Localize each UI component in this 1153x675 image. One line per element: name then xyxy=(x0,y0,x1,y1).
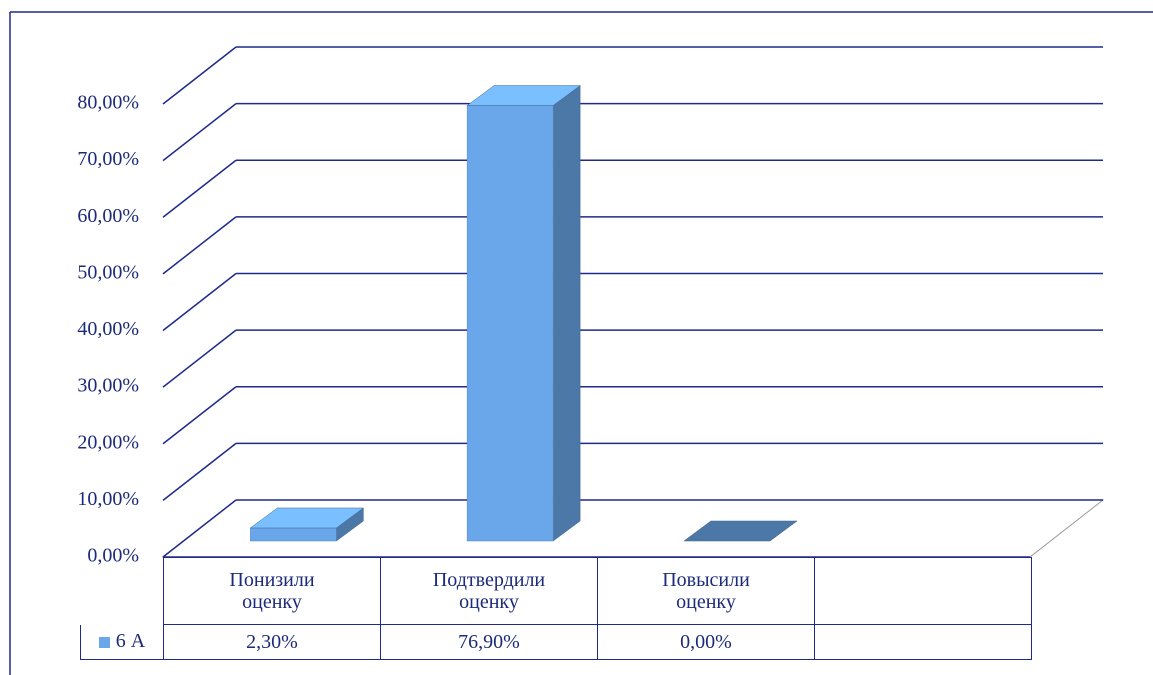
legend-swatch xyxy=(98,637,110,649)
bar-top xyxy=(466,85,581,106)
grid-line xyxy=(162,46,237,105)
grid-line xyxy=(162,442,237,501)
legend-label: 6 А xyxy=(115,630,146,653)
y-tick-label: 20,00% xyxy=(77,431,139,453)
category-label: Понизили оценку xyxy=(229,569,315,613)
grid-line xyxy=(162,216,237,275)
value-cell: 2,30% xyxy=(163,624,381,660)
blank-cell xyxy=(80,557,164,625)
y-tick-label: 30,00% xyxy=(77,375,139,397)
value-cell: 0,00% xyxy=(597,624,815,660)
category-row: Понизили оценку Подтвердили оценку Повысил… xyxy=(80,557,1032,625)
bar-side xyxy=(552,85,581,542)
bar-top xyxy=(249,507,365,529)
bar xyxy=(466,105,554,542)
grid-line xyxy=(162,386,237,445)
grid-line xyxy=(162,499,237,558)
bar xyxy=(250,527,337,542)
series-row: 6 А 2,30% 76,90% 0,00% xyxy=(80,624,1032,660)
category-label: Повысили оценку xyxy=(662,569,750,613)
category-label: Подтвердили оценку xyxy=(432,569,546,613)
grid-line xyxy=(162,103,237,162)
y-tick-label: 70,00% xyxy=(77,148,139,170)
y-tick-label: 60,00% xyxy=(77,205,139,227)
y-tick-label: 80,00% xyxy=(77,92,139,114)
legend-cell: 6 А xyxy=(80,624,164,660)
bar-top xyxy=(683,520,798,542)
value-cell: 76,90% xyxy=(380,624,598,660)
grid-line xyxy=(162,272,237,332)
grid-line xyxy=(162,159,237,218)
grid-line xyxy=(162,329,237,388)
y-tick-label: 40,00% xyxy=(77,318,139,340)
category-cell xyxy=(814,557,1032,625)
y-tick-label: 50,00% xyxy=(77,261,139,283)
category-cell: Повысили оценку xyxy=(597,557,815,625)
data-table: Понизили оценку Подтвердили оценку Повысил… xyxy=(80,557,1032,660)
value-cell xyxy=(814,624,1032,660)
category-cell: Подтвердили оценку xyxy=(380,557,598,625)
category-cell: Понизили оценку xyxy=(163,557,381,625)
y-tick-label: 10,00% xyxy=(77,488,139,510)
